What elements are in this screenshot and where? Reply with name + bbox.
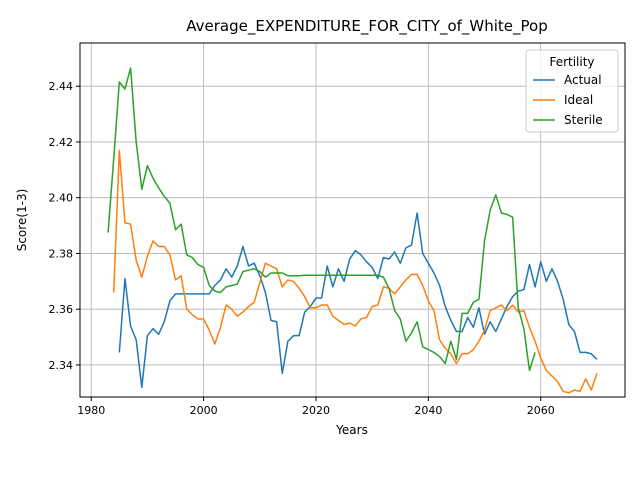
legend-title: Fertility: [549, 55, 594, 69]
legend: Fertility Actual Ideal Sterile: [525, 49, 619, 133]
grid: [80, 43, 625, 397]
x-tick-label: 1980: [77, 404, 105, 417]
x-axis: 1980 2000 2020 2040 2060: [77, 397, 555, 417]
x-tick-label: 2020: [302, 404, 330, 417]
legend-box: [525, 49, 619, 133]
chart-title: Average_EXPENDITURE_FOR_CITY_of_White_Po…: [186, 17, 547, 36]
series-line-ideal: [112, 149, 598, 394]
legend-label-sterile: Sterile: [564, 113, 603, 127]
x-tick-label: 2060: [527, 404, 555, 417]
series-lines: [107, 67, 598, 394]
y-tick-label: 2.38: [49, 247, 74, 260]
y-tick-label: 2.36: [49, 303, 74, 316]
series-line-sterile: [107, 67, 536, 372]
x-axis-label: Years: [335, 423, 368, 437]
x-tick-label: 2040: [414, 404, 442, 417]
y-tick-label: 2.40: [49, 192, 74, 205]
y-axis: 2.34 2.36 2.38 2.40 2.42 2.44: [49, 80, 80, 372]
legend-label-ideal: Ideal: [564, 93, 593, 107]
y-axis-label: Score(1-3): [15, 189, 29, 252]
y-tick-label: 2.44: [49, 80, 74, 93]
legend-label-actual: Actual: [564, 73, 602, 87]
y-tick-label: 2.34: [49, 359, 74, 372]
plot-frame: [79, 42, 626, 398]
series-line-actual: [118, 212, 598, 388]
y-tick-label: 2.42: [49, 136, 74, 149]
x-tick-label: 2000: [190, 404, 218, 417]
